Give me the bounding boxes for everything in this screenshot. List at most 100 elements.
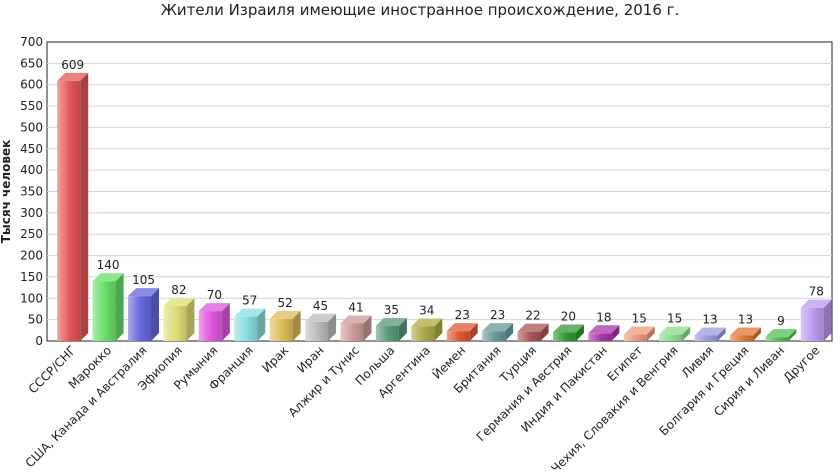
- y-tick-label: 150: [20, 270, 43, 284]
- bar-top: [446, 323, 478, 332]
- x-tick-label: Ирак: [259, 343, 291, 375]
- bar-side: [823, 299, 832, 341]
- bar[interactable]: [588, 333, 612, 341]
- chart-title: Жители Израиля имеющие иностранное проис…: [160, 1, 680, 19]
- bar[interactable]: [340, 323, 364, 341]
- bar-top: [482, 323, 514, 332]
- bar[interactable]: [765, 337, 789, 341]
- bar-top: [552, 324, 584, 333]
- bar[interactable]: [198, 311, 222, 341]
- data-label: 140: [97, 258, 120, 272]
- data-label: 13: [738, 312, 753, 326]
- bar-top: [375, 318, 407, 327]
- y-tick-label: 200: [20, 249, 43, 263]
- bar-top: [92, 273, 124, 282]
- data-label: 41: [348, 300, 363, 314]
- bar-side: [221, 303, 230, 341]
- y-tick-label: 0: [35, 334, 43, 348]
- bar-top: [163, 297, 195, 306]
- x-tick-label: Иран: [294, 343, 326, 375]
- bar-side: [115, 273, 124, 341]
- bar-side: [717, 327, 726, 341]
- bar[interactable]: [694, 335, 718, 341]
- bar[interactable]: [659, 334, 683, 341]
- bar-side: [292, 310, 301, 341]
- data-label: 23: [455, 308, 470, 322]
- bar-top: [305, 313, 337, 322]
- bar-side: [575, 324, 584, 341]
- y-tick-label: 450: [20, 142, 43, 156]
- bar[interactable]: [305, 321, 329, 341]
- bar-side: [646, 326, 655, 341]
- bar-top: [729, 327, 761, 336]
- data-label: 23: [490, 308, 505, 322]
- bar-top: [234, 308, 266, 317]
- data-label: 15: [632, 312, 647, 326]
- bar-side: [398, 318, 407, 341]
- bar[interactable]: [446, 331, 470, 341]
- bar-top: [128, 288, 160, 297]
- y-tick-label: 400: [20, 163, 43, 177]
- data-label: 609: [61, 58, 84, 72]
- bar-side: [788, 329, 797, 341]
- bar[interactable]: [92, 281, 116, 341]
- bar[interactable]: [269, 318, 293, 341]
- data-label: 57: [242, 294, 257, 308]
- y-tick-label: 50: [28, 313, 43, 327]
- bar[interactable]: [411, 326, 435, 341]
- y-tick-label: 250: [20, 227, 43, 241]
- bar[interactable]: [128, 296, 152, 341]
- bar[interactable]: [517, 331, 541, 341]
- bar-side: [363, 315, 372, 341]
- bar[interactable]: [552, 332, 576, 341]
- bar-side: [328, 313, 337, 341]
- bar[interactable]: [57, 80, 81, 342]
- bar-top: [411, 318, 443, 327]
- data-label: 13: [702, 312, 717, 326]
- bar-top: [623, 326, 655, 335]
- bar-side: [151, 288, 160, 341]
- bar-top: [340, 315, 372, 324]
- y-tick-label: 700: [20, 35, 43, 49]
- data-label: 105: [132, 273, 155, 287]
- bar-top: [57, 72, 89, 81]
- bar[interactable]: [623, 334, 647, 341]
- bar-top: [269, 310, 301, 319]
- x-tick-label: СССР/СНГ: [26, 343, 79, 396]
- bar-side: [257, 308, 266, 341]
- data-label: 34: [419, 303, 434, 317]
- y-tick-label: 500: [20, 120, 43, 134]
- data-label: 22: [525, 309, 540, 323]
- y-tick-label: 300: [20, 206, 43, 220]
- x-tick-label: Другое: [781, 343, 823, 385]
- bar[interactable]: [729, 335, 753, 341]
- data-label: 20: [561, 309, 576, 323]
- data-label: 35: [384, 303, 399, 317]
- data-label: 70: [207, 288, 222, 302]
- bar[interactable]: [234, 316, 258, 341]
- data-label: 78: [809, 285, 824, 299]
- bar-side: [434, 318, 443, 341]
- bar-side: [469, 323, 478, 341]
- bar[interactable]: [482, 331, 506, 341]
- bar[interactable]: [375, 326, 399, 341]
- bar-top: [588, 325, 620, 334]
- data-label: 9: [777, 314, 785, 328]
- y-axis-title: Тысяч человек: [0, 140, 13, 244]
- data-label: 52: [278, 296, 293, 310]
- y-tick-label: 650: [20, 56, 43, 70]
- bar-top: [694, 327, 726, 336]
- bar-side: [505, 323, 514, 341]
- bar-top: [765, 329, 797, 338]
- y-tick-label: 100: [20, 291, 43, 305]
- bar-side: [80, 72, 89, 342]
- bar-top: [800, 299, 832, 308]
- y-tick-label: 350: [20, 185, 43, 199]
- bar-side: [752, 327, 761, 341]
- bar[interactable]: [163, 305, 187, 341]
- bar-side: [682, 326, 691, 341]
- bar-side: [540, 323, 549, 341]
- bar[interactable]: [800, 307, 824, 341]
- y-tick-label: 600: [20, 78, 43, 92]
